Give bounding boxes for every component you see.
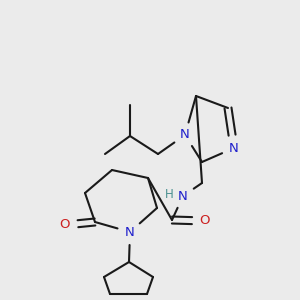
Text: H: H: [165, 188, 173, 200]
Text: N: N: [125, 226, 135, 238]
Text: N: N: [178, 190, 188, 202]
Text: N: N: [229, 142, 239, 154]
Text: O: O: [200, 214, 210, 227]
Text: N: N: [180, 128, 190, 142]
Text: O: O: [60, 218, 70, 232]
